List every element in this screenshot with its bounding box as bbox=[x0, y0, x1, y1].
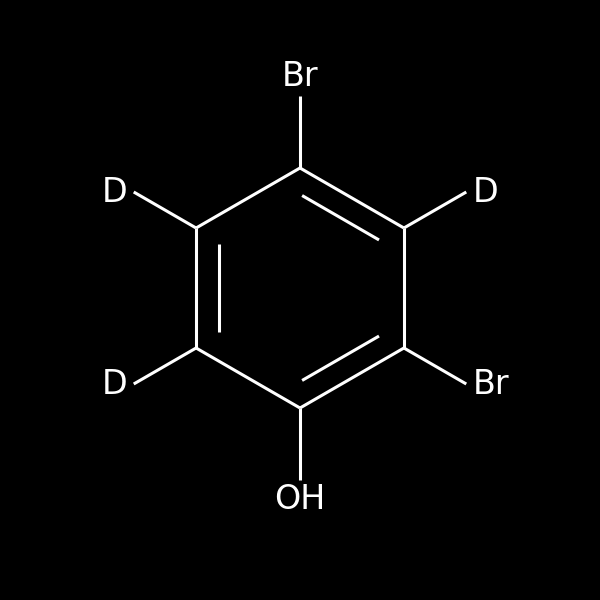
Text: Br: Br bbox=[472, 367, 509, 401]
Text: Br: Br bbox=[281, 60, 319, 93]
Text: D: D bbox=[472, 176, 498, 209]
Text: D: D bbox=[102, 176, 128, 209]
Text: D: D bbox=[102, 367, 128, 401]
Text: OH: OH bbox=[274, 483, 326, 516]
